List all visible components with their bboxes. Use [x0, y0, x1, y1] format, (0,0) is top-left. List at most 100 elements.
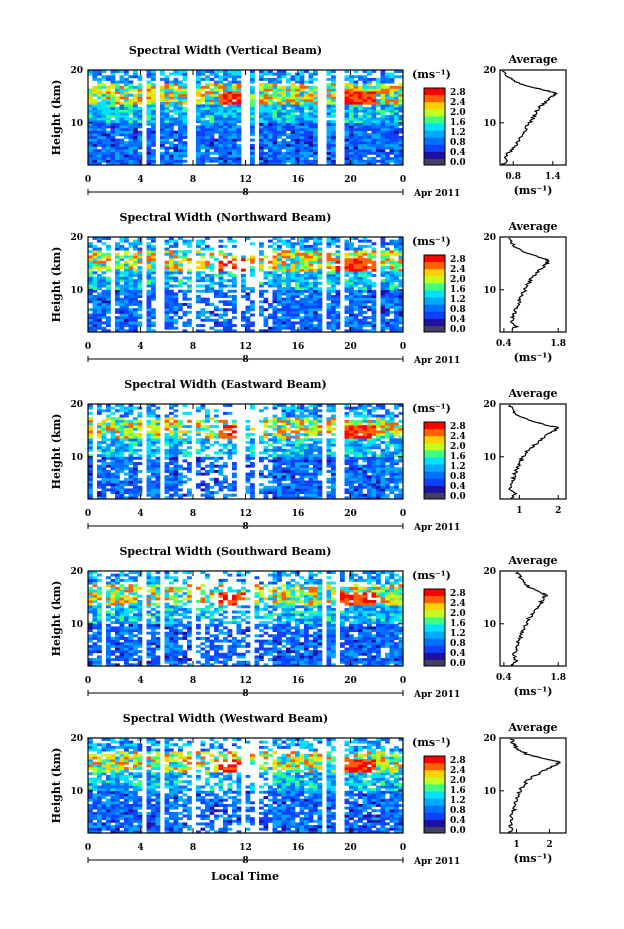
heatmap-cell	[326, 297, 332, 301]
heatmap-cell	[115, 88, 120, 92]
heatmap-cell	[344, 88, 350, 92]
heatmap-cell	[200, 266, 206, 269]
heatmap-cell	[299, 72, 305, 76]
heatmap-cell	[398, 252, 404, 256]
heatmap-cell	[119, 279, 125, 283]
heatmap-cell	[146, 435, 152, 439]
heatmap-cell	[299, 268, 305, 272]
heatmap-cell	[200, 438, 206, 442]
heatmap-cell	[151, 109, 156, 113]
heatmap-cell	[106, 316, 111, 320]
heatmap-cell	[326, 146, 332, 150]
heatmap-cell	[214, 477, 219, 481]
heatmap-cell	[349, 149, 354, 153]
heatmap-cell	[205, 496, 210, 500]
heatmap-cell	[385, 289, 390, 293]
heatmap-cell	[182, 493, 188, 497]
heatmap-cell	[367, 295, 372, 298]
heatmap-cell	[97, 459, 102, 463]
heatmap-cell	[277, 106, 282, 110]
heatmap-cell	[290, 112, 296, 116]
heatmap-cell	[182, 239, 188, 243]
heatmap-cell	[380, 117, 386, 121]
heatmap-cell	[286, 276, 291, 280]
heatmap-cell	[344, 305, 350, 309]
heatmap-cell	[169, 154, 174, 158]
heatmap-cell	[290, 326, 296, 330]
heatmap-cell	[97, 422, 102, 426]
heatmap-cell	[182, 70, 188, 73]
heatmap-cell	[173, 149, 179, 153]
heatmap-cell	[124, 480, 129, 484]
heatmap-cell	[115, 114, 120, 118]
heatmap-cell	[295, 93, 300, 97]
heatmap-cell	[236, 101, 242, 105]
heatmap-cell	[349, 276, 354, 280]
heatmap-cell	[295, 308, 300, 312]
heatmap-cell	[97, 247, 102, 251]
heatmap-cell	[277, 496, 282, 500]
heatmap-cell	[128, 493, 134, 497]
heatmap-cell	[295, 493, 300, 497]
heatmap-cell	[115, 493, 120, 497]
heatmap-cell	[299, 146, 305, 150]
heatmap-cell	[272, 279, 278, 283]
heatmap-cell	[344, 157, 350, 161]
heatmap-cell	[124, 467, 129, 471]
heatmap-cell	[380, 109, 386, 113]
heatmap-cell	[119, 427, 125, 431]
heatmap-cell	[286, 469, 291, 473]
heatmap-cell	[205, 435, 210, 439]
heatmap-cell	[173, 159, 179, 163]
heatmap-cell	[358, 318, 363, 322]
heatmap-cell	[124, 149, 129, 153]
heatmap-cell	[286, 324, 291, 328]
heatmap-cell	[164, 456, 170, 460]
heatmap-cell	[380, 292, 386, 296]
heatmap-cell	[353, 75, 359, 79]
heatmap-cell	[205, 149, 210, 153]
heatmap-cell	[263, 448, 269, 452]
heatmap-cell	[286, 485, 291, 489]
heatmap-cell	[187, 258, 192, 262]
heatmap-cell	[394, 250, 399, 254]
heatmap-cell	[362, 117, 368, 121]
heatmap-cell	[389, 263, 395, 267]
heatmap-cell	[353, 112, 359, 116]
heatmap-cell	[277, 263, 282, 267]
heatmap-cell	[313, 96, 318, 100]
heatmap-cell	[358, 411, 363, 415]
heatmap-cell	[205, 244, 210, 248]
heatmap-cell	[151, 297, 156, 301]
heatmap-cell	[196, 297, 201, 301]
heatmap-cell	[331, 454, 336, 458]
heatmap-cell	[196, 260, 201, 264]
heatmap-cell	[97, 91, 102, 95]
heatmap-cell	[223, 143, 228, 147]
heatmap-cell	[218, 104, 224, 108]
heatmap-cell	[196, 310, 201, 314]
heatmap-cell	[137, 491, 143, 495]
heatmap-cell	[349, 237, 354, 240]
heatmap-cell	[389, 101, 395, 105]
heatmap-cell	[286, 239, 291, 243]
heatmap-cell	[119, 462, 125, 465]
heatmap-cell	[371, 313, 377, 317]
heatmap-cell	[371, 143, 377, 147]
heatmap-cell	[385, 101, 390, 105]
heatmap-cell	[110, 114, 116, 118]
heatmap-cell	[119, 154, 125, 158]
heatmap-cell	[218, 300, 224, 304]
heatmap-cell	[182, 411, 188, 415]
heatmap-cell	[394, 125, 399, 129]
heatmap-cell	[295, 485, 300, 489]
heatmap-cell	[133, 255, 138, 259]
heatmap-cell	[88, 446, 93, 450]
heatmap-cell	[277, 438, 282, 442]
heatmap-cell	[124, 266, 129, 269]
heatmap-cell	[182, 120, 188, 124]
heatmap-cell	[115, 483, 120, 487]
heatmap-cell	[146, 480, 152, 484]
heatmap-cell	[169, 310, 174, 314]
heatmap-cell	[137, 302, 143, 306]
